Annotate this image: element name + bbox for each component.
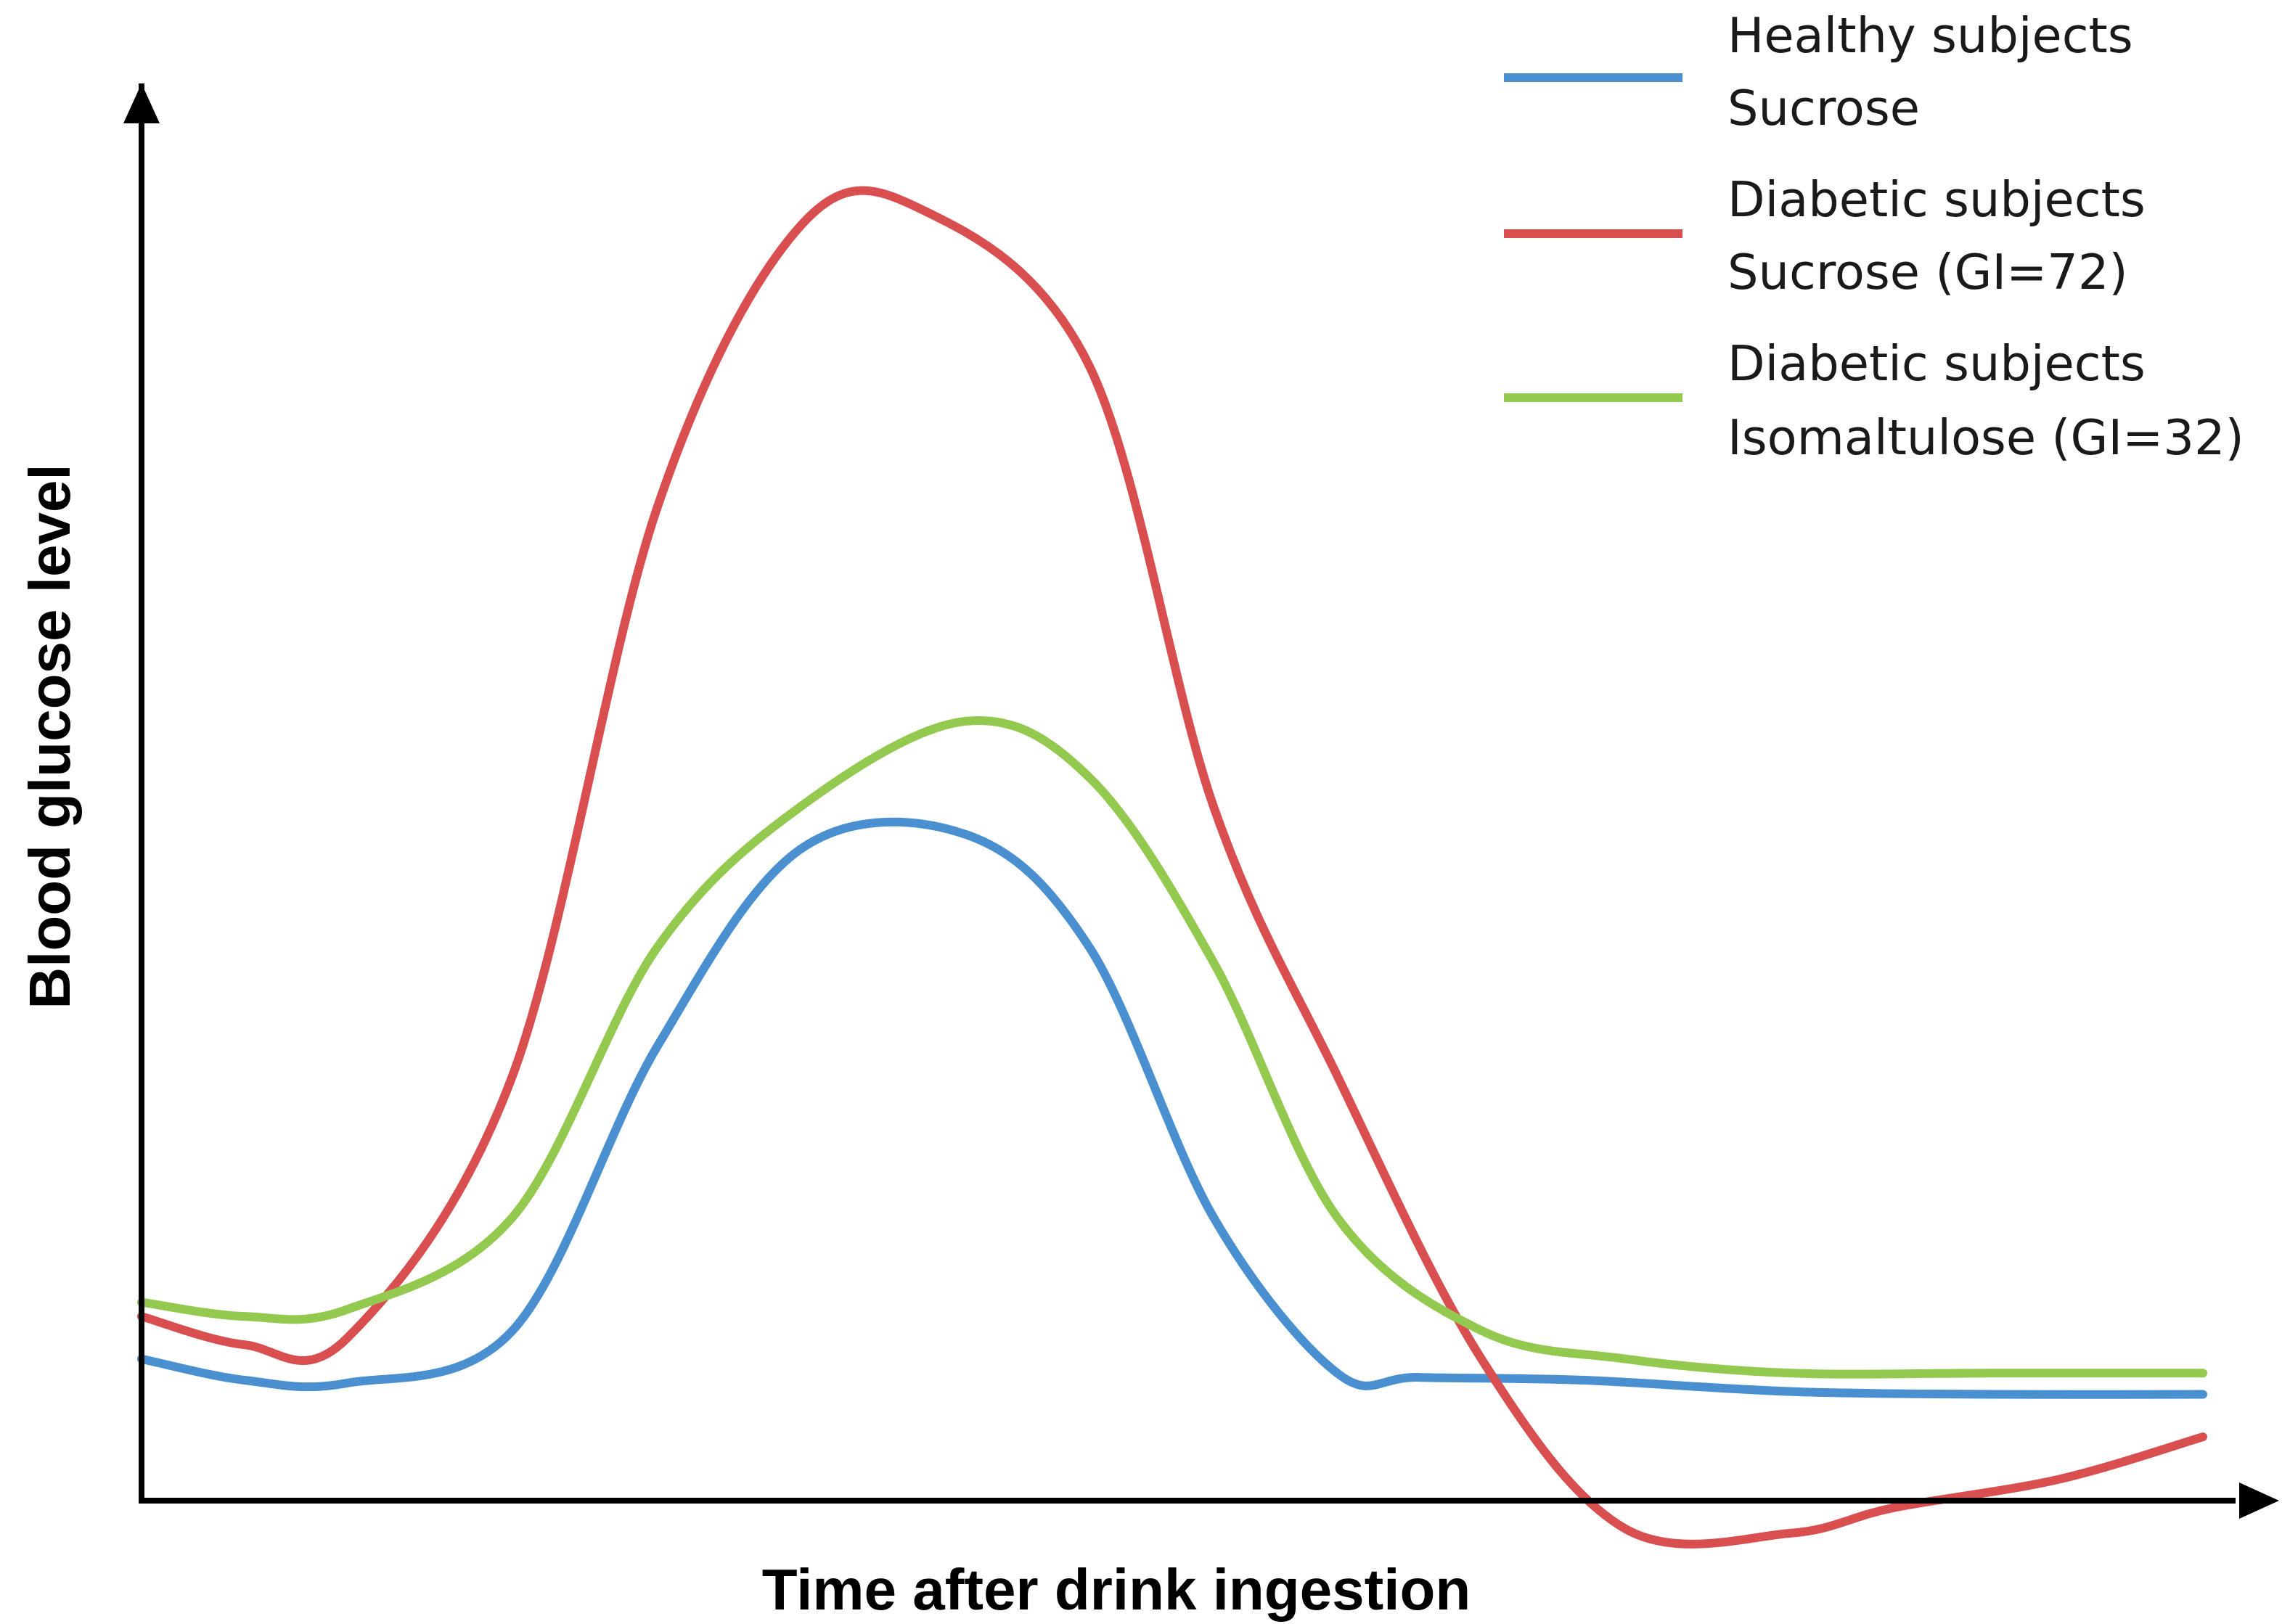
legend-label-healthy-sucrose-line1: Healthy subjects (1727, 7, 2133, 64)
series-line-healthy-sucrose (137, 817, 2207, 1399)
y-axis-arrow (123, 83, 160, 123)
legend-label-diabetic-isomaltulose-line1: Diabetic subjects (1727, 335, 2146, 392)
x-axis-title: Time after drink ingestion (762, 1557, 1471, 1622)
series-line-diabetic-sucrose (137, 186, 2207, 1549)
legend: Healthy subjects Sucrose Diabetic subjec… (1504, 7, 2244, 466)
y-axis-title: Blood glucose level (17, 464, 82, 1009)
series-line-diabetic-isomaltulose (137, 715, 2207, 1379)
series-layer (137, 186, 2207, 1549)
legend-label-diabetic-isomaltulose-line2: Isomaltulose (GI=32) (1727, 409, 2244, 466)
legend-label-diabetic-sucrose-line1: Diabetic subjects (1727, 171, 2146, 228)
legend-label-diabetic-sucrose-line2: Sucrose (GI=72) (1727, 244, 2128, 300)
legend-label-healthy-sucrose-line2: Sucrose (1727, 80, 1920, 136)
x-axis-arrow (2239, 1482, 2279, 1519)
